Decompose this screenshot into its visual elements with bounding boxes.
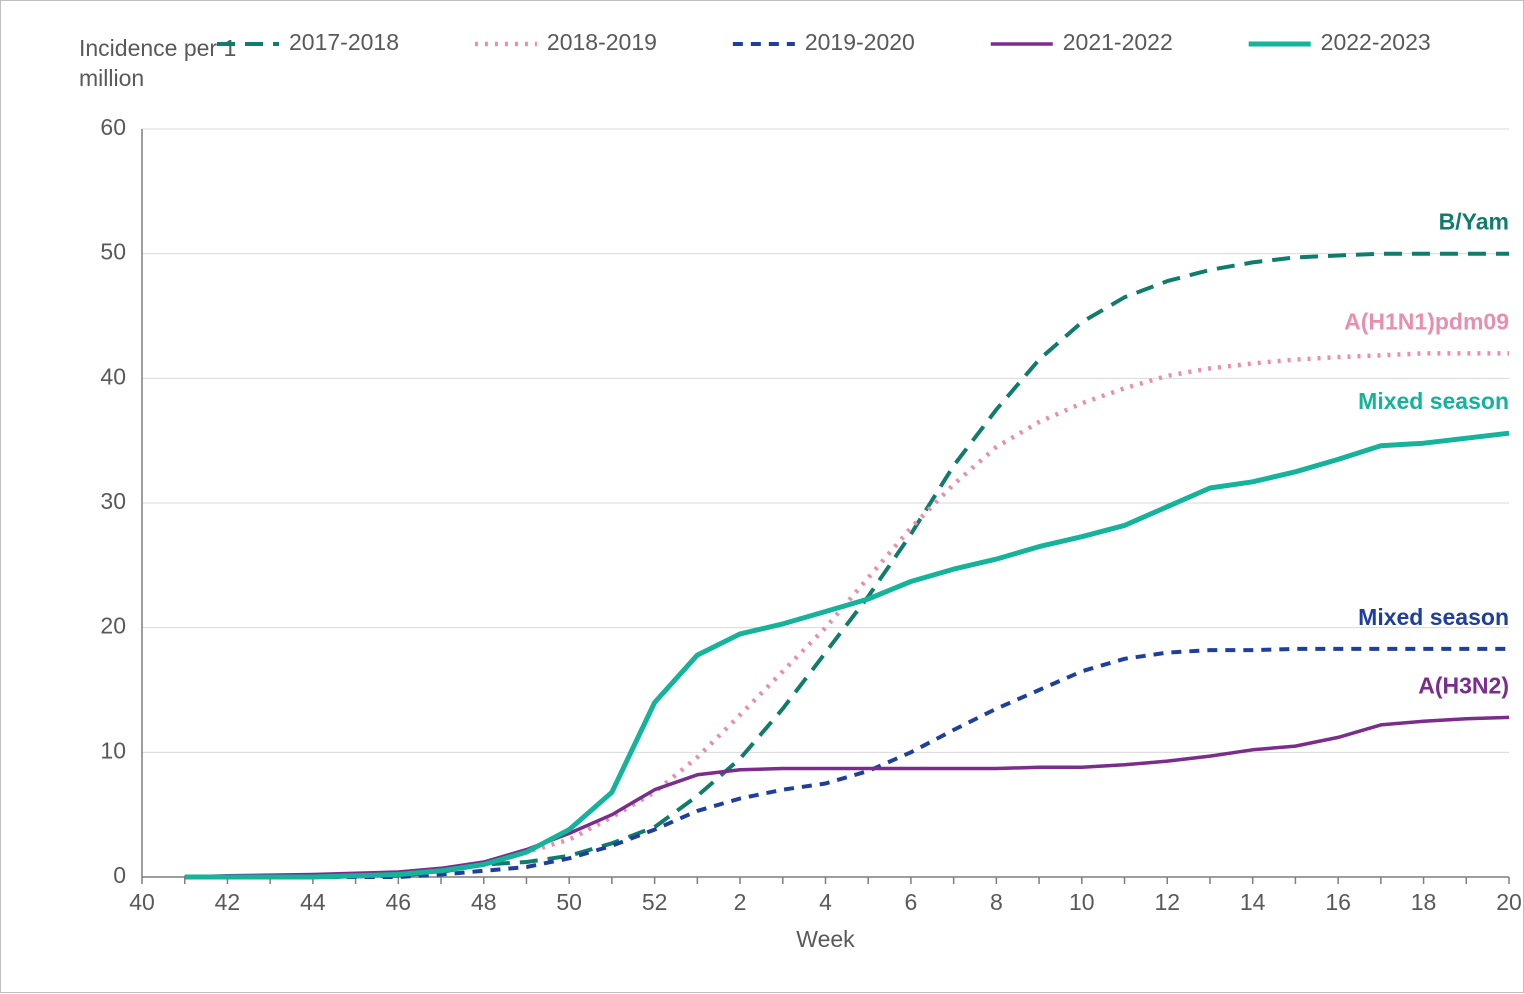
x-tick-label: 44 — [300, 889, 326, 915]
y-axis-title-line: million — [79, 65, 144, 91]
x-tick-label: 10 — [1069, 889, 1095, 915]
x-tick-label: 40 — [129, 889, 155, 915]
x-tick-label: 4 — [819, 889, 832, 915]
y-tick-label: 0 — [113, 862, 126, 888]
series-line-s2019 — [185, 649, 1509, 877]
y-tick-label: 10 — [100, 737, 126, 763]
x-tick-label: 8 — [990, 889, 1003, 915]
legend: 2017-2018 2018-2019 2019-2020 2021-2022 2022… — [217, 29, 1431, 55]
legend-item: 2019-2020 — [733, 29, 915, 55]
legend-label: 2018-2019 — [547, 29, 657, 55]
series-line-s2021 — [185, 717, 1509, 877]
series-annotation-s2019: Mixed season — [1358, 604, 1509, 630]
series-annotation-s2018: A(H1N1)pdm09 — [1344, 308, 1509, 334]
legend-item: 2017-2018 — [217, 29, 399, 55]
series-line-s2018 — [185, 353, 1509, 877]
x-tick-label: 18 — [1411, 889, 1437, 915]
legend-item: 2018-2019 — [475, 29, 657, 55]
series-annotation-s2017: B/Yam — [1439, 209, 1509, 235]
legend-label: 2022-2023 — [1321, 29, 1431, 55]
x-tick-label: 2 — [734, 889, 747, 915]
y-axis-title-line: Incidence per 1 — [79, 35, 236, 61]
x-tick-label: 48 — [471, 889, 497, 915]
x-tick-label: 6 — [905, 889, 918, 915]
legend-label: 2019-2020 — [805, 29, 915, 55]
x-tick-label: 14 — [1240, 889, 1266, 915]
legend-item: 2022-2023 — [1249, 29, 1431, 55]
y-tick-label: 40 — [100, 363, 126, 389]
legend-label: 2021-2022 — [1063, 29, 1173, 55]
x-tick-label: 50 — [556, 889, 582, 915]
series-annotation-s2021: A(H3N2) — [1418, 672, 1509, 698]
x-tick-label: 46 — [386, 889, 412, 915]
x-axis-label: Week — [796, 926, 855, 952]
x-tick-label: 42 — [215, 889, 241, 915]
series-line-s2017 — [185, 254, 1509, 877]
y-tick-label: 60 — [100, 114, 126, 140]
legend-label: 2017-2018 — [289, 29, 399, 55]
y-tick-label: 20 — [100, 613, 126, 639]
y-tick-label: 50 — [100, 239, 126, 265]
series-annotation-s2022: Mixed season — [1358, 388, 1509, 414]
series-line-s2022 — [185, 433, 1509, 877]
x-tick-label: 16 — [1325, 889, 1351, 915]
legend-item: 2021-2022 — [991, 29, 1173, 55]
x-tick-label: 52 — [642, 889, 668, 915]
x-tick-label: 12 — [1154, 889, 1180, 915]
chart-container: 0102030405060404244464850522468101214161… — [0, 0, 1524, 993]
x-tick-label: 20 — [1496, 889, 1522, 915]
y-tick-label: 30 — [100, 488, 126, 514]
